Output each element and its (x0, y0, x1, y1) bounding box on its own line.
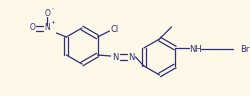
Text: O: O (29, 24, 35, 33)
Text: Br: Br (239, 45, 249, 53)
Text: +: + (50, 21, 54, 26)
Text: N: N (128, 53, 134, 62)
Text: N: N (44, 24, 50, 33)
Text: O: O (44, 10, 50, 19)
Text: -: - (51, 7, 53, 12)
Text: N: N (112, 53, 118, 62)
Text: Cl: Cl (110, 24, 118, 34)
Text: NH: NH (188, 45, 200, 53)
